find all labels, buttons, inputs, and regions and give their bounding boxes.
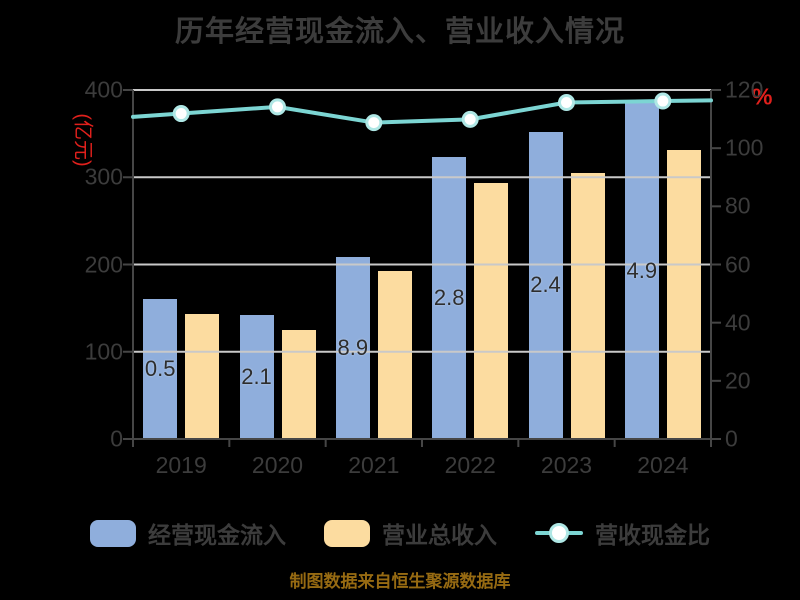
bar-revenue-2019 — [185, 313, 220, 439]
legend: 经营现金流入 营业总收入 营收现金比 — [0, 516, 800, 550]
legend-label-ratio: 营收现金比 — [595, 522, 710, 548]
bar-cash-inflow-2023 — [528, 131, 563, 439]
legend-swatch-cash-inflow — [90, 519, 136, 547]
legend-item-ratio: 营收现金比 — [535, 516, 710, 550]
legend-item-revenue: 营业总收入 — [324, 516, 497, 550]
legend-line-marker-icon — [535, 523, 583, 543]
data-source-note: 制图数据来自恒生聚源数据库 — [289, 572, 511, 591]
bar-revenue-2024 — [666, 150, 701, 439]
bar-revenue-2020 — [281, 330, 316, 439]
bar-revenue-2021 — [377, 271, 412, 439]
legend-label-revenue: 营业总收入 — [382, 522, 497, 548]
bar-cash-inflow-2024 — [624, 103, 659, 439]
bar-cash-inflow-2022 — [432, 157, 467, 439]
bar-revenue-2023 — [570, 173, 605, 439]
legend-item-cash-inflow: 经营现金流入 — [90, 516, 286, 550]
y-axis-right-unit-label: % — [752, 83, 773, 110]
bar-cash-inflow-2020 — [239, 315, 274, 439]
legend-swatch-revenue — [324, 519, 370, 547]
bar-cash-inflow-2019 — [143, 298, 178, 439]
bar-revenue-2022 — [474, 182, 509, 439]
legend-label-cash-inflow: 经营现金流入 — [148, 522, 286, 548]
chart-title: 历年经营现金流入、营业收入情况 — [174, 16, 625, 48]
legend-line-dot — [549, 523, 569, 543]
bar-cash-inflow-2021 — [335, 256, 370, 439]
